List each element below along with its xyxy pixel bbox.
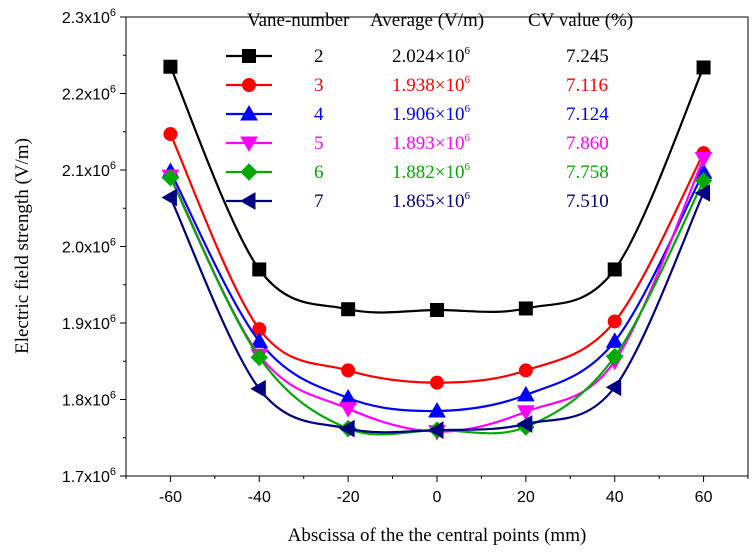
legend-vane-number: 7 <box>314 191 324 212</box>
data-point <box>163 127 178 142</box>
x-axis-label: Abscissa of the the central points (mm) <box>288 525 587 546</box>
data-point <box>606 347 624 366</box>
legend-cv: 7.758 <box>566 162 609 183</box>
data-point <box>607 314 622 329</box>
legend-header: Vane-number <box>247 10 350 31</box>
legend-cv: 7.860 <box>566 133 609 154</box>
legend-row: 3 1.938×106 7.116 <box>226 74 608 96</box>
y-tick-label: 2.2x106 <box>62 84 116 104</box>
legend-cv: 7.124 <box>566 104 609 125</box>
legend-header: Average (V/m) <box>370 10 484 31</box>
x-tick-label: -40 <box>248 489 271 506</box>
legend-marker <box>242 78 256 92</box>
legend-average: 2.024×106 <box>392 45 470 67</box>
data-point <box>694 152 713 168</box>
legend-marker <box>240 136 258 153</box>
legend-header: CV value (%) <box>528 10 633 31</box>
data-point <box>163 59 178 74</box>
series-layer <box>161 59 713 441</box>
data-point <box>518 363 533 378</box>
y-tick-label: 2.3x106 <box>62 7 116 27</box>
x-tick-label: -20 <box>337 489 360 506</box>
data-point <box>250 379 266 398</box>
legend-vane-number: 5 <box>314 133 324 154</box>
legend-row: 7 1.865×106 7.510 <box>226 190 609 212</box>
legend-row: 4 1.906×106 7.124 <box>226 103 609 125</box>
data-point <box>430 375 444 390</box>
legend-row: 5 1.893×106 7.860 <box>226 132 609 154</box>
legend-vane-number: 6 <box>314 162 324 183</box>
legend-cv: 7.116 <box>566 75 608 96</box>
data-point <box>161 168 180 187</box>
data-point <box>428 401 446 418</box>
data-point <box>607 262 622 277</box>
series-2 <box>163 59 711 317</box>
legend-marker <box>242 49 256 63</box>
data-point <box>341 302 356 317</box>
legend-average: 1.893×106 <box>392 132 470 154</box>
y-tick-label: 2.0x106 <box>62 237 116 257</box>
legend: Vane-number Average (V/m) CV value (%) 2 2.0… <box>226 10 633 212</box>
legend-marker <box>240 104 258 121</box>
x-tick-label: 0 <box>433 489 442 506</box>
y-tick-label: 2.1x106 <box>62 160 116 180</box>
data-point <box>252 262 267 277</box>
y-tick-label: 1.8x106 <box>62 390 116 410</box>
legend-average: 1.906×106 <box>392 103 470 125</box>
legend-average: 1.882×106 <box>392 161 470 183</box>
y-axis-label: Electric field strength (V/m) <box>12 138 33 354</box>
data-point <box>605 332 624 348</box>
data-point <box>516 415 533 433</box>
legend-vane-number: 2 <box>314 46 324 67</box>
x-tick-label: -60 <box>159 489 182 506</box>
axes: -60 -40 -20 0 20 40 60 1.7x106 1.8x106 1.9x106 2.0… <box>62 7 749 506</box>
x-tick-label: 20 <box>517 489 535 506</box>
legend-average: 1.938×106 <box>392 74 470 96</box>
x-tick-label: 40 <box>606 489 624 506</box>
legend-marker <box>240 163 258 181</box>
data-point <box>250 332 269 348</box>
legend-row: 2 2.024×106 7.245 <box>226 45 609 67</box>
legend-vane-number: 3 <box>314 75 324 96</box>
data-point <box>339 419 355 438</box>
y-tick-label: 1.9x106 <box>62 313 116 333</box>
data-point <box>696 60 711 75</box>
series-7 <box>161 184 711 439</box>
legend-cv: 7.510 <box>566 191 609 212</box>
data-point <box>516 385 535 402</box>
legend-marker <box>239 192 256 210</box>
data-point <box>605 378 622 397</box>
data-point <box>518 301 533 316</box>
data-point <box>516 405 535 421</box>
data-point <box>161 188 177 207</box>
data-point <box>339 402 358 418</box>
data-point <box>430 302 444 317</box>
legend-cv: 7.245 <box>566 46 609 67</box>
data-point <box>427 421 444 439</box>
data-point <box>341 363 356 378</box>
y-tick-label: 1.7x106 <box>62 466 116 486</box>
x-tick-label: 60 <box>695 489 713 506</box>
legend-average: 1.865×106 <box>392 190 470 212</box>
data-point <box>694 184 711 202</box>
data-point <box>250 348 268 367</box>
legend-vane-number: 4 <box>314 104 324 125</box>
legend-row: 6 1.882×106 7.758 <box>226 161 609 183</box>
